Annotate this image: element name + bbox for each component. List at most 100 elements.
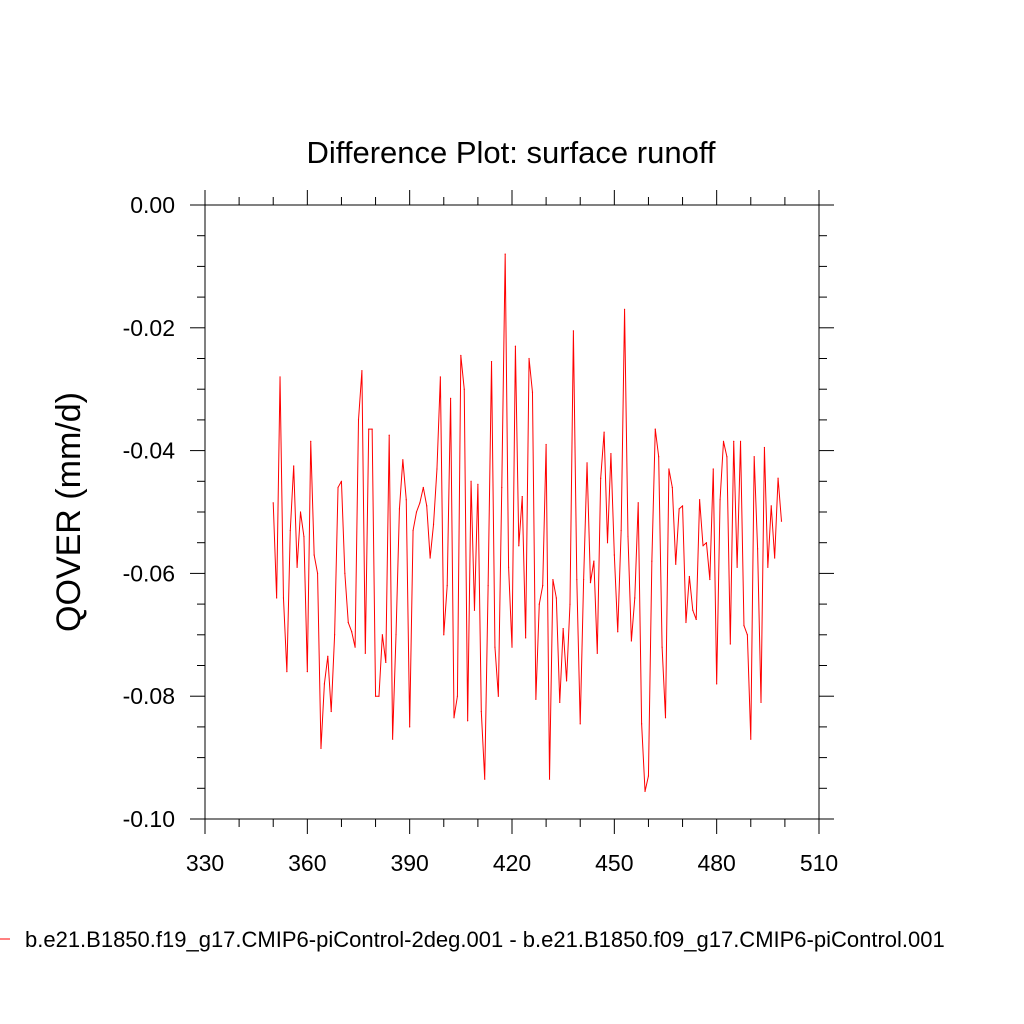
data-point <box>398 508 401 510</box>
data-point <box>299 511 302 513</box>
data-point <box>368 428 370 430</box>
data-point <box>310 440 312 442</box>
data-point <box>774 557 776 559</box>
data-point <box>780 520 783 522</box>
data-point <box>460 354 462 357</box>
y-tick-label: -0.08 <box>123 683 175 709</box>
data-point <box>603 431 605 433</box>
data-point <box>630 640 632 642</box>
data-point <box>446 585 448 587</box>
data-point <box>716 683 718 685</box>
data-point <box>565 680 568 682</box>
data-point <box>415 511 418 513</box>
data-point <box>419 502 421 504</box>
series-line <box>272 253 782 792</box>
data-point <box>289 529 291 532</box>
data-point <box>456 695 459 697</box>
x-tick-label: 480 <box>697 850 735 876</box>
x-tick-label: 420 <box>493 850 531 876</box>
data-point <box>378 695 380 697</box>
data-point <box>490 360 493 363</box>
data-point <box>487 585 489 587</box>
data-point <box>272 502 274 504</box>
data-point <box>668 468 670 470</box>
data-point <box>746 634 748 636</box>
x-tick-label: 360 <box>288 850 326 876</box>
data-point <box>279 376 281 378</box>
data-point <box>699 499 701 501</box>
data-point <box>334 634 336 636</box>
data-point <box>572 330 575 332</box>
data-point <box>351 631 353 633</box>
legend-label: b.e21.B1850.f19_g17.CMIP6-piControl-2deg… <box>25 927 945 952</box>
data-point <box>613 554 615 556</box>
data-point <box>767 566 769 568</box>
y-axis-label: QOVER (mm/d) <box>50 392 88 632</box>
data-point <box>685 621 687 624</box>
data-point <box>729 643 731 645</box>
data-point <box>654 428 656 430</box>
data-point <box>354 646 356 648</box>
data-point <box>480 710 482 713</box>
y-tick-label: -0.10 <box>123 806 175 832</box>
data-point <box>514 345 517 347</box>
data-point <box>712 468 714 470</box>
data-point <box>739 440 742 442</box>
data-point <box>634 597 636 599</box>
data-point <box>347 621 349 624</box>
data-point <box>760 701 762 703</box>
data-point <box>443 634 445 636</box>
data-point <box>374 695 377 697</box>
data-point <box>586 462 588 464</box>
data-point <box>661 646 663 648</box>
data-point <box>733 440 735 442</box>
data-point <box>593 560 595 562</box>
data-point <box>579 723 581 725</box>
data-point <box>296 566 298 568</box>
data-point <box>528 357 530 360</box>
y-tick-label: -0.04 <box>123 438 176 464</box>
data-point <box>306 671 308 673</box>
data-point <box>473 609 476 611</box>
data-point <box>504 253 506 255</box>
x-tick-label: 390 <box>390 850 428 876</box>
data-point <box>606 542 609 544</box>
data-point <box>545 443 547 446</box>
data-point <box>507 566 510 568</box>
data-point <box>617 631 619 633</box>
data-point <box>361 370 363 372</box>
data-point <box>429 557 431 559</box>
data-point <box>722 440 725 442</box>
data-point <box>555 597 557 599</box>
x-tick-label: 510 <box>800 850 838 876</box>
data-point <box>381 634 383 636</box>
data-point <box>340 480 343 482</box>
data-point <box>548 778 551 780</box>
data-point <box>293 465 295 467</box>
data-point <box>562 628 564 630</box>
data-point <box>405 499 407 501</box>
data-point <box>497 695 499 697</box>
data-point <box>671 486 673 489</box>
data-point <box>542 585 544 587</box>
data-point <box>282 597 285 599</box>
data-point <box>678 508 680 510</box>
x-tick-label: 330 <box>186 850 224 876</box>
data-point <box>531 391 534 393</box>
data-point <box>518 545 520 547</box>
data-point <box>647 775 650 777</box>
data-point <box>494 646 496 648</box>
data-point <box>453 717 455 719</box>
data-point <box>521 496 523 498</box>
data-point <box>705 542 708 544</box>
data-point <box>709 578 711 581</box>
data-point <box>388 434 390 436</box>
data-point <box>695 618 697 621</box>
data-point <box>627 535 629 538</box>
plot-frame <box>204 204 820 820</box>
data-point <box>535 698 537 700</box>
data-point <box>559 701 561 703</box>
data-point <box>501 486 503 489</box>
data-point <box>589 582 592 584</box>
